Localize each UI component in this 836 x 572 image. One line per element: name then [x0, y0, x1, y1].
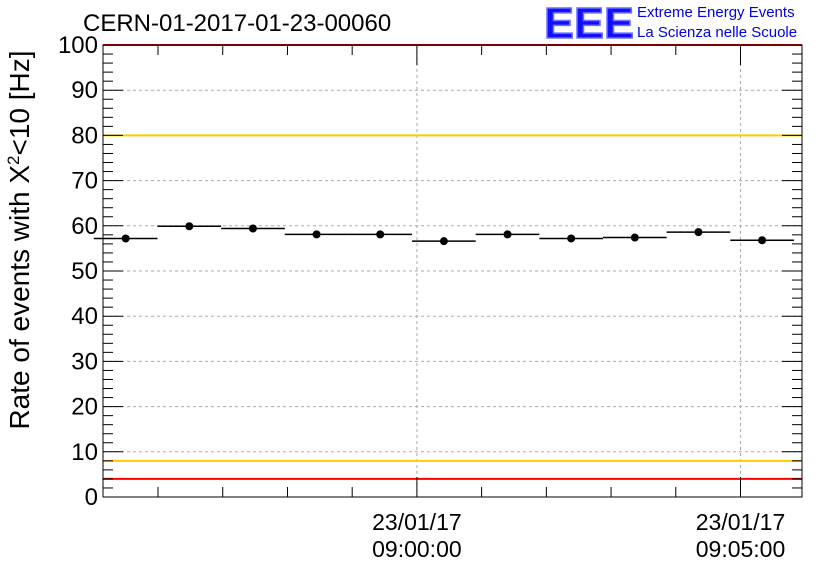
y-tick-label: 50 [71, 258, 98, 285]
data-point [185, 222, 194, 231]
y-tick-label: 20 [71, 394, 98, 421]
data-point [376, 230, 385, 239]
data-point [503, 230, 512, 239]
data-points [93, 222, 794, 246]
y-tick-label: 0 [85, 484, 98, 511]
x-tick-time: 09:05:00 [695, 536, 786, 562]
y-tick-label: 40 [71, 303, 98, 330]
data-point [121, 234, 130, 243]
data-point [439, 237, 448, 246]
y-tick-label: 100 [58, 32, 98, 59]
y-tick-label: 80 [71, 122, 98, 149]
logo-line-1: Extreme Energy Events [637, 4, 795, 21]
logo-line-2: La Scienza nelle Scuole [637, 24, 798, 41]
svg-text:EEE: EEE [544, 2, 634, 42]
y-tick-label: 90 [71, 77, 98, 104]
x-tick-date: 23/01/17 [372, 509, 462, 535]
axis-ticks [103, 44, 802, 498]
data-point [567, 234, 576, 243]
x-tick-label: 23/01/17 09:05:00 [696, 509, 786, 563]
x-tick-label: 23/01/17 09:00:00 [372, 509, 462, 563]
data-point [248, 224, 257, 233]
data-point [312, 230, 321, 239]
y-tick-label: 10 [71, 439, 98, 466]
data-point [694, 228, 703, 237]
chart-title: CERN-01-2017-01-23-00060 [83, 10, 392, 37]
y-tick-labels: 0 10 20 30 40 50 60 70 80 90 100 [58, 32, 98, 511]
y-tick-label: 30 [71, 348, 98, 375]
grid-lines [103, 45, 802, 497]
reference-lines [103, 44, 802, 480]
eee-logo: EEE [543, 2, 635, 42]
y-tick-label: 70 [71, 168, 98, 195]
data-point [630, 233, 639, 242]
data-point [758, 236, 767, 245]
y-tick-label: 60 [71, 213, 98, 240]
x-tick-time: 09:00:00 [372, 536, 462, 562]
x-tick-date: 23/01/17 [695, 509, 786, 535]
